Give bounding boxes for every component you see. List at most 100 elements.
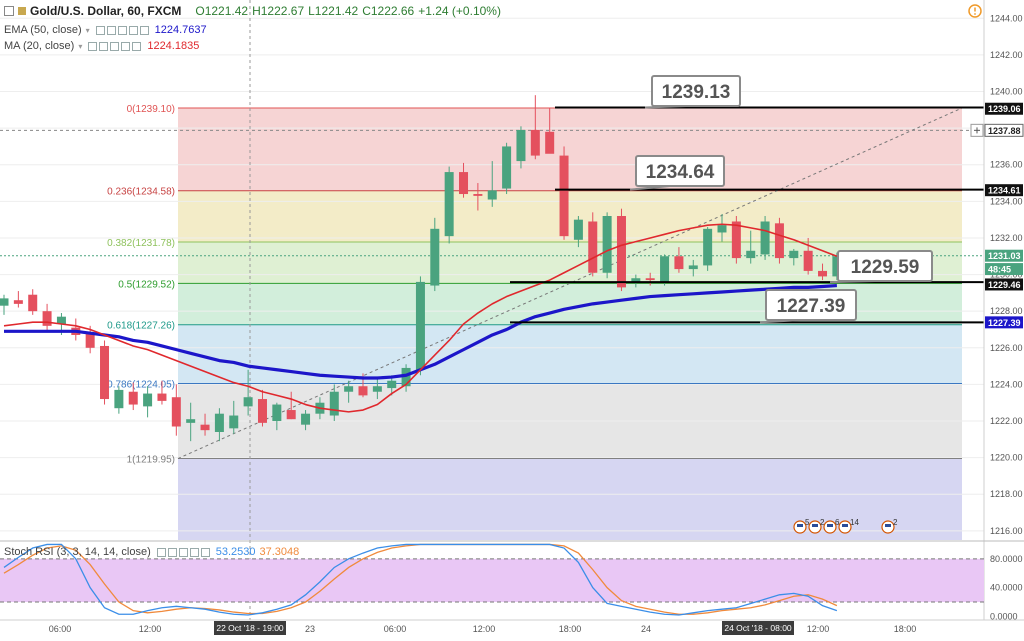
price-callout-box — [635, 155, 725, 187]
symbol-icon — [18, 7, 26, 15]
price-axis-tag — [985, 102, 1023, 115]
stoch-tick-label: 0.0000 — [990, 611, 1018, 621]
stoch-d-value: 37.3048 — [259, 546, 300, 558]
time-tick-label: 12:00 — [139, 624, 162, 634]
candle-body — [559, 155, 569, 237]
ema-legend[interactable]: EMA (50, close) ▾ 1224.7637 — [4, 24, 207, 36]
candle-body — [588, 221, 598, 273]
ohlc-low: L1221.42 — [308, 4, 359, 18]
price-tick-label: 1240.00 — [990, 87, 1023, 97]
event-count-badge: 2 — [893, 518, 898, 527]
event-flag-icon — [827, 524, 833, 527]
trend-line — [177, 107, 963, 459]
fib-level-label: 0.786(1224.05) — [107, 379, 175, 390]
candle-body — [616, 216, 626, 288]
time-tick-label: 12:00 — [807, 624, 830, 634]
candle-body — [301, 413, 311, 425]
event-flag-icon — [812, 524, 818, 527]
price-callout-box — [651, 75, 741, 107]
price-axis-tag — [985, 278, 1023, 291]
price-axis-tag — [985, 316, 1023, 329]
indicator-buttons[interactable] — [95, 25, 149, 35]
candle-body — [631, 278, 641, 282]
event-count-badge: 5 — [805, 518, 810, 527]
candle-body — [286, 410, 296, 420]
price-tick-label: 1218.00 — [990, 489, 1023, 499]
event-flag-icon — [842, 524, 848, 527]
price-axis-tag-text: 1237.88 — [988, 126, 1021, 136]
price-tick-label: 1236.00 — [990, 160, 1023, 170]
stoch-legend[interactable]: Stoch RSI (3, 3, 14, 14, close) 53.2530 … — [4, 546, 299, 558]
candle-body — [703, 228, 713, 266]
fib-level-label: 0.618(1227.26) — [107, 321, 175, 332]
candle-body — [42, 311, 52, 326]
time-tick-label: 23 — [305, 624, 315, 634]
candle-body — [358, 386, 368, 396]
stoch-k-line — [3, 543, 838, 616]
candle-body — [545, 131, 555, 154]
fib-level-label: 1(1219.95) — [127, 455, 175, 466]
candle-body — [401, 367, 411, 387]
price-axis-tag-text: 1227.39 — [988, 318, 1021, 328]
fib-level-label: 0.5(1229.52) — [118, 279, 175, 290]
candle-body — [459, 172, 469, 195]
price-axis-tag-text: 1229.46 — [988, 280, 1021, 290]
candle-body — [717, 225, 727, 233]
candle-body — [372, 386, 382, 392]
ema-value: 1224.7637 — [154, 24, 207, 36]
candle-body — [257, 399, 267, 423]
price-callout-text: 1229.59 — [851, 257, 920, 278]
add-level-button[interactable] — [970, 123, 984, 137]
candle-body — [502, 146, 512, 189]
collapse-icon[interactable] — [4, 6, 14, 16]
event-count-badge: 6 — [835, 518, 840, 527]
candle-body — [645, 278, 655, 281]
candle-body — [13, 300, 23, 304]
fib-zone — [178, 324, 962, 384]
price-tick-label: 1228.00 — [990, 306, 1023, 316]
price-axis-tag-text: 1234.61 — [988, 186, 1021, 196]
dropdown-icon[interactable]: ▾ — [85, 25, 90, 35]
ohlc-change: +1.24 (+0.10%) — [418, 4, 501, 18]
candle-body — [100, 345, 110, 400]
candle-body — [803, 250, 813, 271]
candle-body — [473, 194, 483, 196]
candle-body — [387, 380, 397, 389]
time-crosshair-tag — [214, 621, 286, 635]
price-tick-label: 1222.00 — [990, 416, 1023, 426]
candle-body — [660, 256, 670, 282]
fib-level-label: 0.236(1234.58) — [107, 187, 175, 198]
event-count-badge: 2 — [820, 518, 825, 527]
clock-icon[interactable] — [968, 4, 982, 18]
candle-body — [530, 129, 540, 156]
indicator-buttons[interactable] — [88, 41, 142, 51]
fib-level-label: 0.382(1231.78) — [107, 238, 175, 249]
candle-body — [229, 415, 239, 429]
price-axis-tag-text: 1231.03 — [988, 251, 1021, 261]
stoch-k-value: 53.2530 — [215, 546, 256, 558]
chart-header: Gold/U.S. Dollar, 60, FXCM O1221.42 H122… — [0, 0, 700, 60]
symbol-title: Gold/U.S. Dollar, 60, FXCM — [30, 4, 182, 18]
candle-body — [186, 419, 196, 423]
candle-body — [85, 333, 95, 348]
candle-body — [143, 393, 153, 407]
ma-value: 1224.1835 — [147, 40, 200, 52]
symbol-row: Gold/U.S. Dollar, 60, FXCM O1221.42 H122… — [4, 4, 501, 18]
candle-body — [602, 216, 612, 273]
candle-body — [344, 386, 354, 392]
ma-legend[interactable]: MA (20, close) ▾ 1224.1835 — [4, 40, 199, 52]
time-tick-label: 24 — [641, 624, 651, 634]
time-tick-label: 06:00 — [384, 624, 407, 634]
event-flag-icon — [797, 524, 803, 527]
indicator-buttons[interactable] — [156, 547, 210, 557]
candle-body — [28, 294, 38, 312]
candle-body — [114, 389, 124, 409]
dropdown-icon[interactable]: ▾ — [78, 41, 83, 51]
candle-body — [832, 256, 842, 277]
candle-body — [56, 316, 66, 324]
candle-body — [487, 190, 497, 200]
candle-body — [444, 172, 454, 237]
time-crosshair-text: 22 Oct '18 - 19:00 — [216, 623, 284, 633]
ma-label: MA (20, close) — [4, 40, 75, 52]
candle-body — [128, 391, 138, 405]
